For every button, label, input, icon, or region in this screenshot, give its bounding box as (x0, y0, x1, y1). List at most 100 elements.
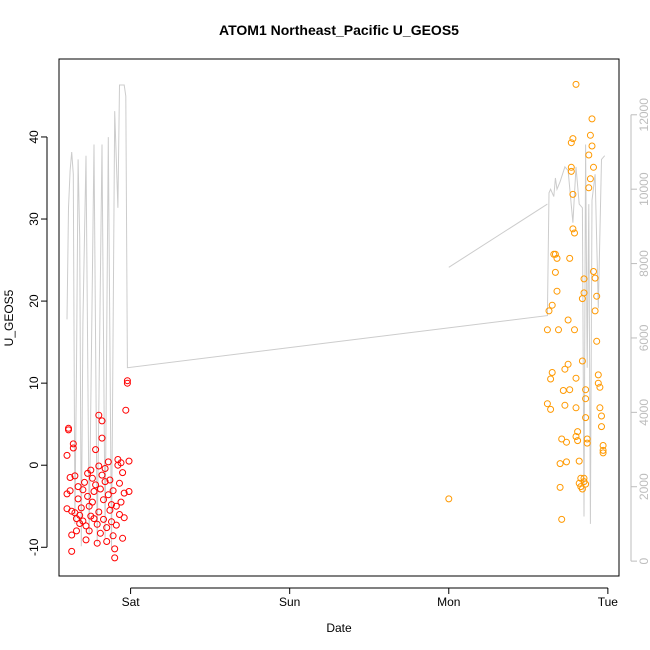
data-point (65, 426, 72, 434)
data-point (109, 532, 117, 540)
data-point (79, 486, 87, 494)
axes-group: -10 0 10 20 30 40 0 2000 4000 6000 8000 10000 12000 S… (27, 98, 650, 609)
data-point (82, 536, 90, 544)
data-point (95, 462, 103, 470)
data-point (117, 498, 125, 506)
data-point (572, 433, 580, 440)
data-point (68, 547, 76, 555)
data-point (87, 466, 95, 474)
y-left-tick-label: 10 (27, 376, 41, 390)
data-point (553, 287, 561, 295)
data-point (77, 504, 85, 512)
data-point (111, 554, 119, 562)
data-point (567, 163, 575, 171)
data-point (69, 440, 77, 448)
y-right-tick-label: 10000 (637, 172, 650, 206)
data-point (122, 406, 130, 414)
data-point (569, 190, 577, 198)
data-point (69, 444, 77, 452)
y-left-tick-label: 20 (27, 294, 41, 308)
data-point (90, 488, 98, 495)
data-point (120, 489, 128, 497)
data-point (88, 474, 96, 482)
data-point (96, 529, 104, 537)
data-point (578, 357, 586, 365)
data-point (79, 517, 87, 525)
plot-frame (58, 58, 620, 577)
y-right-tick-label: 0 (637, 557, 650, 564)
x-tick-label: Sun (279, 595, 300, 609)
data-point (593, 337, 601, 345)
y-axis-label: U_GEOS5 (2, 289, 16, 346)
data-point (567, 139, 575, 147)
y-right-tick-label: 2000 (637, 473, 650, 500)
data-point (116, 511, 123, 518)
data-point (594, 371, 602, 379)
data-point (85, 527, 93, 535)
data-point (593, 292, 601, 300)
data-point (104, 491, 112, 499)
y-right-tick-label: 6000 (637, 324, 650, 351)
data-point (596, 404, 604, 412)
data-point (63, 451, 71, 459)
data-point (100, 515, 107, 523)
data-point (572, 374, 580, 382)
data-point (583, 435, 591, 443)
data-point (108, 501, 115, 509)
data-point (582, 386, 590, 394)
data-point (569, 135, 577, 143)
data-point (558, 435, 566, 443)
data-point (111, 545, 119, 553)
data-point (120, 514, 128, 522)
data-point (571, 229, 578, 237)
data-point (547, 375, 555, 383)
data-point (103, 524, 111, 532)
y-left-tick-label: 40 (27, 130, 41, 144)
data-point (84, 492, 92, 500)
data-point (566, 386, 574, 394)
data-point (572, 404, 580, 412)
data-point (599, 446, 607, 454)
x-tick-label: Sat (122, 595, 141, 609)
y-left-tick-label: -10 (27, 538, 41, 556)
data-point (575, 457, 583, 465)
data-point (583, 439, 591, 447)
chart-title: ATOM1 Northeast_Pacific U_GEOS5 (219, 22, 459, 38)
data-point (123, 379, 131, 387)
data-point (125, 488, 133, 495)
data-point (569, 225, 577, 233)
data-point (559, 387, 567, 394)
data-point (588, 142, 596, 150)
data-point (88, 498, 96, 506)
data-point (566, 254, 574, 262)
data-point (580, 289, 588, 297)
data-point (92, 481, 100, 489)
data-point (106, 476, 114, 484)
y-right-tick-label: 4000 (637, 399, 650, 426)
data-point (66, 487, 74, 495)
data-point (586, 175, 594, 183)
y-left-tick-label: 0 (27, 462, 41, 469)
data-point (598, 423, 605, 431)
point-series-group (63, 80, 607, 562)
data-point (90, 515, 98, 523)
series-line-3 (448, 203, 548, 268)
data-point (112, 521, 120, 529)
data-point (556, 460, 564, 468)
data-point (548, 369, 556, 376)
data-point (543, 326, 551, 334)
data-point (563, 438, 570, 446)
data-point (117, 459, 125, 467)
data-point (564, 316, 572, 324)
data-point (553, 254, 561, 262)
data-point (561, 365, 569, 373)
data-point (82, 522, 90, 530)
data-point (567, 167, 575, 175)
data-point (571, 326, 578, 334)
data-point (551, 268, 559, 276)
data-point (95, 411, 103, 419)
data-point (585, 184, 593, 192)
data-point (574, 437, 582, 445)
data-point (101, 465, 109, 472)
